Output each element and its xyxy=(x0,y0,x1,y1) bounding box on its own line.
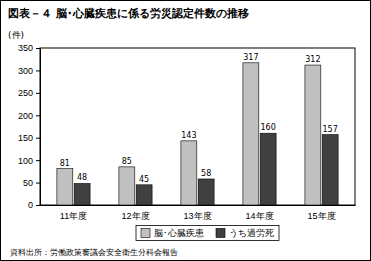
x-tick-label: 12年度 xyxy=(121,211,149,221)
x-tick-label: 14年度 xyxy=(246,211,274,221)
y-tick-label: 50 xyxy=(23,178,33,188)
y-tick-mark xyxy=(36,205,40,206)
bar xyxy=(181,141,197,205)
bars xyxy=(57,63,338,205)
y-tick-mark xyxy=(36,93,40,94)
x-tick: 15年度 xyxy=(308,211,336,221)
y-tick-mark xyxy=(36,138,40,139)
legend-swatch xyxy=(141,229,150,238)
title: 図表－４ 脳･心臓疾患に係る労災認定件数の推移 xyxy=(8,7,249,20)
bar xyxy=(198,179,214,205)
data-labels: 81 85 143 317 312 48 45 58 160 157 xyxy=(60,53,338,184)
plot: 81 85 143 317 312 48 45 58 160 157 0 50 100 150 200 250… xyxy=(18,43,356,220)
bar xyxy=(136,185,152,205)
data-label: 157 xyxy=(323,125,338,134)
x-axis-line xyxy=(41,205,356,206)
chart: 図表－４ 脳･心臓疾患に係る労災認定件数の推移 (件) 81 85 143 317 312 4… xyxy=(0,0,371,261)
legend-box xyxy=(136,226,279,241)
bar xyxy=(57,169,73,205)
y-tick-label: 350 xyxy=(18,43,33,53)
y-tick-mark xyxy=(36,160,40,161)
legend-swatch xyxy=(216,229,225,238)
y-tick: 50 xyxy=(23,178,40,188)
legend-label: 脳･心臓疾患 xyxy=(154,228,204,238)
source-note: 資料出所：労働政策審議会安全衛生分科会報告 xyxy=(10,248,178,257)
y-tick: 350 xyxy=(18,43,40,53)
y-tick-label: 150 xyxy=(18,133,33,143)
bar xyxy=(305,65,321,205)
x-tick: 12年度 xyxy=(121,211,149,221)
y-tick: 300 xyxy=(18,66,40,76)
y-tick: 200 xyxy=(18,111,40,121)
data-label: 317 xyxy=(243,53,258,62)
bar xyxy=(74,183,90,205)
y-tick-label: 200 xyxy=(18,111,33,121)
legend: 脳･心臓疾患 うち過労死 xyxy=(136,226,279,241)
x-tick-label: 15年度 xyxy=(308,211,336,221)
legend-label: うち過労死 xyxy=(229,228,274,238)
y-axis: 0 50 100 150 200 250 300 350 xyxy=(18,43,41,210)
data-label: 58 xyxy=(201,169,211,178)
chart-border xyxy=(1,1,371,261)
y-tick-mark xyxy=(36,70,40,71)
y-tick-label: 100 xyxy=(18,156,33,166)
data-label: 312 xyxy=(305,55,320,64)
x-tick-label: 11年度 xyxy=(60,211,87,221)
y-tick: 0 xyxy=(28,200,40,210)
y-tick-label: 250 xyxy=(18,88,33,98)
bar xyxy=(243,63,259,205)
x-tick: 13年度 xyxy=(183,211,211,221)
bar xyxy=(260,133,276,205)
y-tick: 250 xyxy=(18,88,40,98)
bar xyxy=(322,135,338,205)
bar xyxy=(119,167,135,205)
y-axis-title: (件) xyxy=(8,30,24,40)
x-tick-label: 13年度 xyxy=(183,211,211,221)
x-axis: 11年度 12年度 13年度 14年度 15年度 xyxy=(41,206,356,221)
legend-item: うち過労死 xyxy=(216,228,274,238)
data-label: 85 xyxy=(122,157,132,166)
data-label: 160 xyxy=(261,123,276,132)
y-tick-mark xyxy=(36,183,40,184)
data-label: 81 xyxy=(60,159,70,168)
data-label: 45 xyxy=(139,175,149,184)
y-tick: 150 xyxy=(18,133,40,143)
data-label: 48 xyxy=(77,173,87,182)
x-tick: 11年度 xyxy=(60,211,87,221)
y-tick-mark xyxy=(36,115,40,116)
y-tick-label: 300 xyxy=(18,66,33,76)
data-label: 143 xyxy=(181,131,196,140)
legend-item: 脳･心臓疾患 xyxy=(141,228,204,238)
y-tick: 100 xyxy=(18,156,40,166)
y-axis-line xyxy=(40,49,41,206)
x-tick: 14年度 xyxy=(246,211,274,221)
y-tick-label: 0 xyxy=(28,200,33,210)
y-tick-mark xyxy=(36,48,40,49)
plot-frame xyxy=(40,48,355,205)
